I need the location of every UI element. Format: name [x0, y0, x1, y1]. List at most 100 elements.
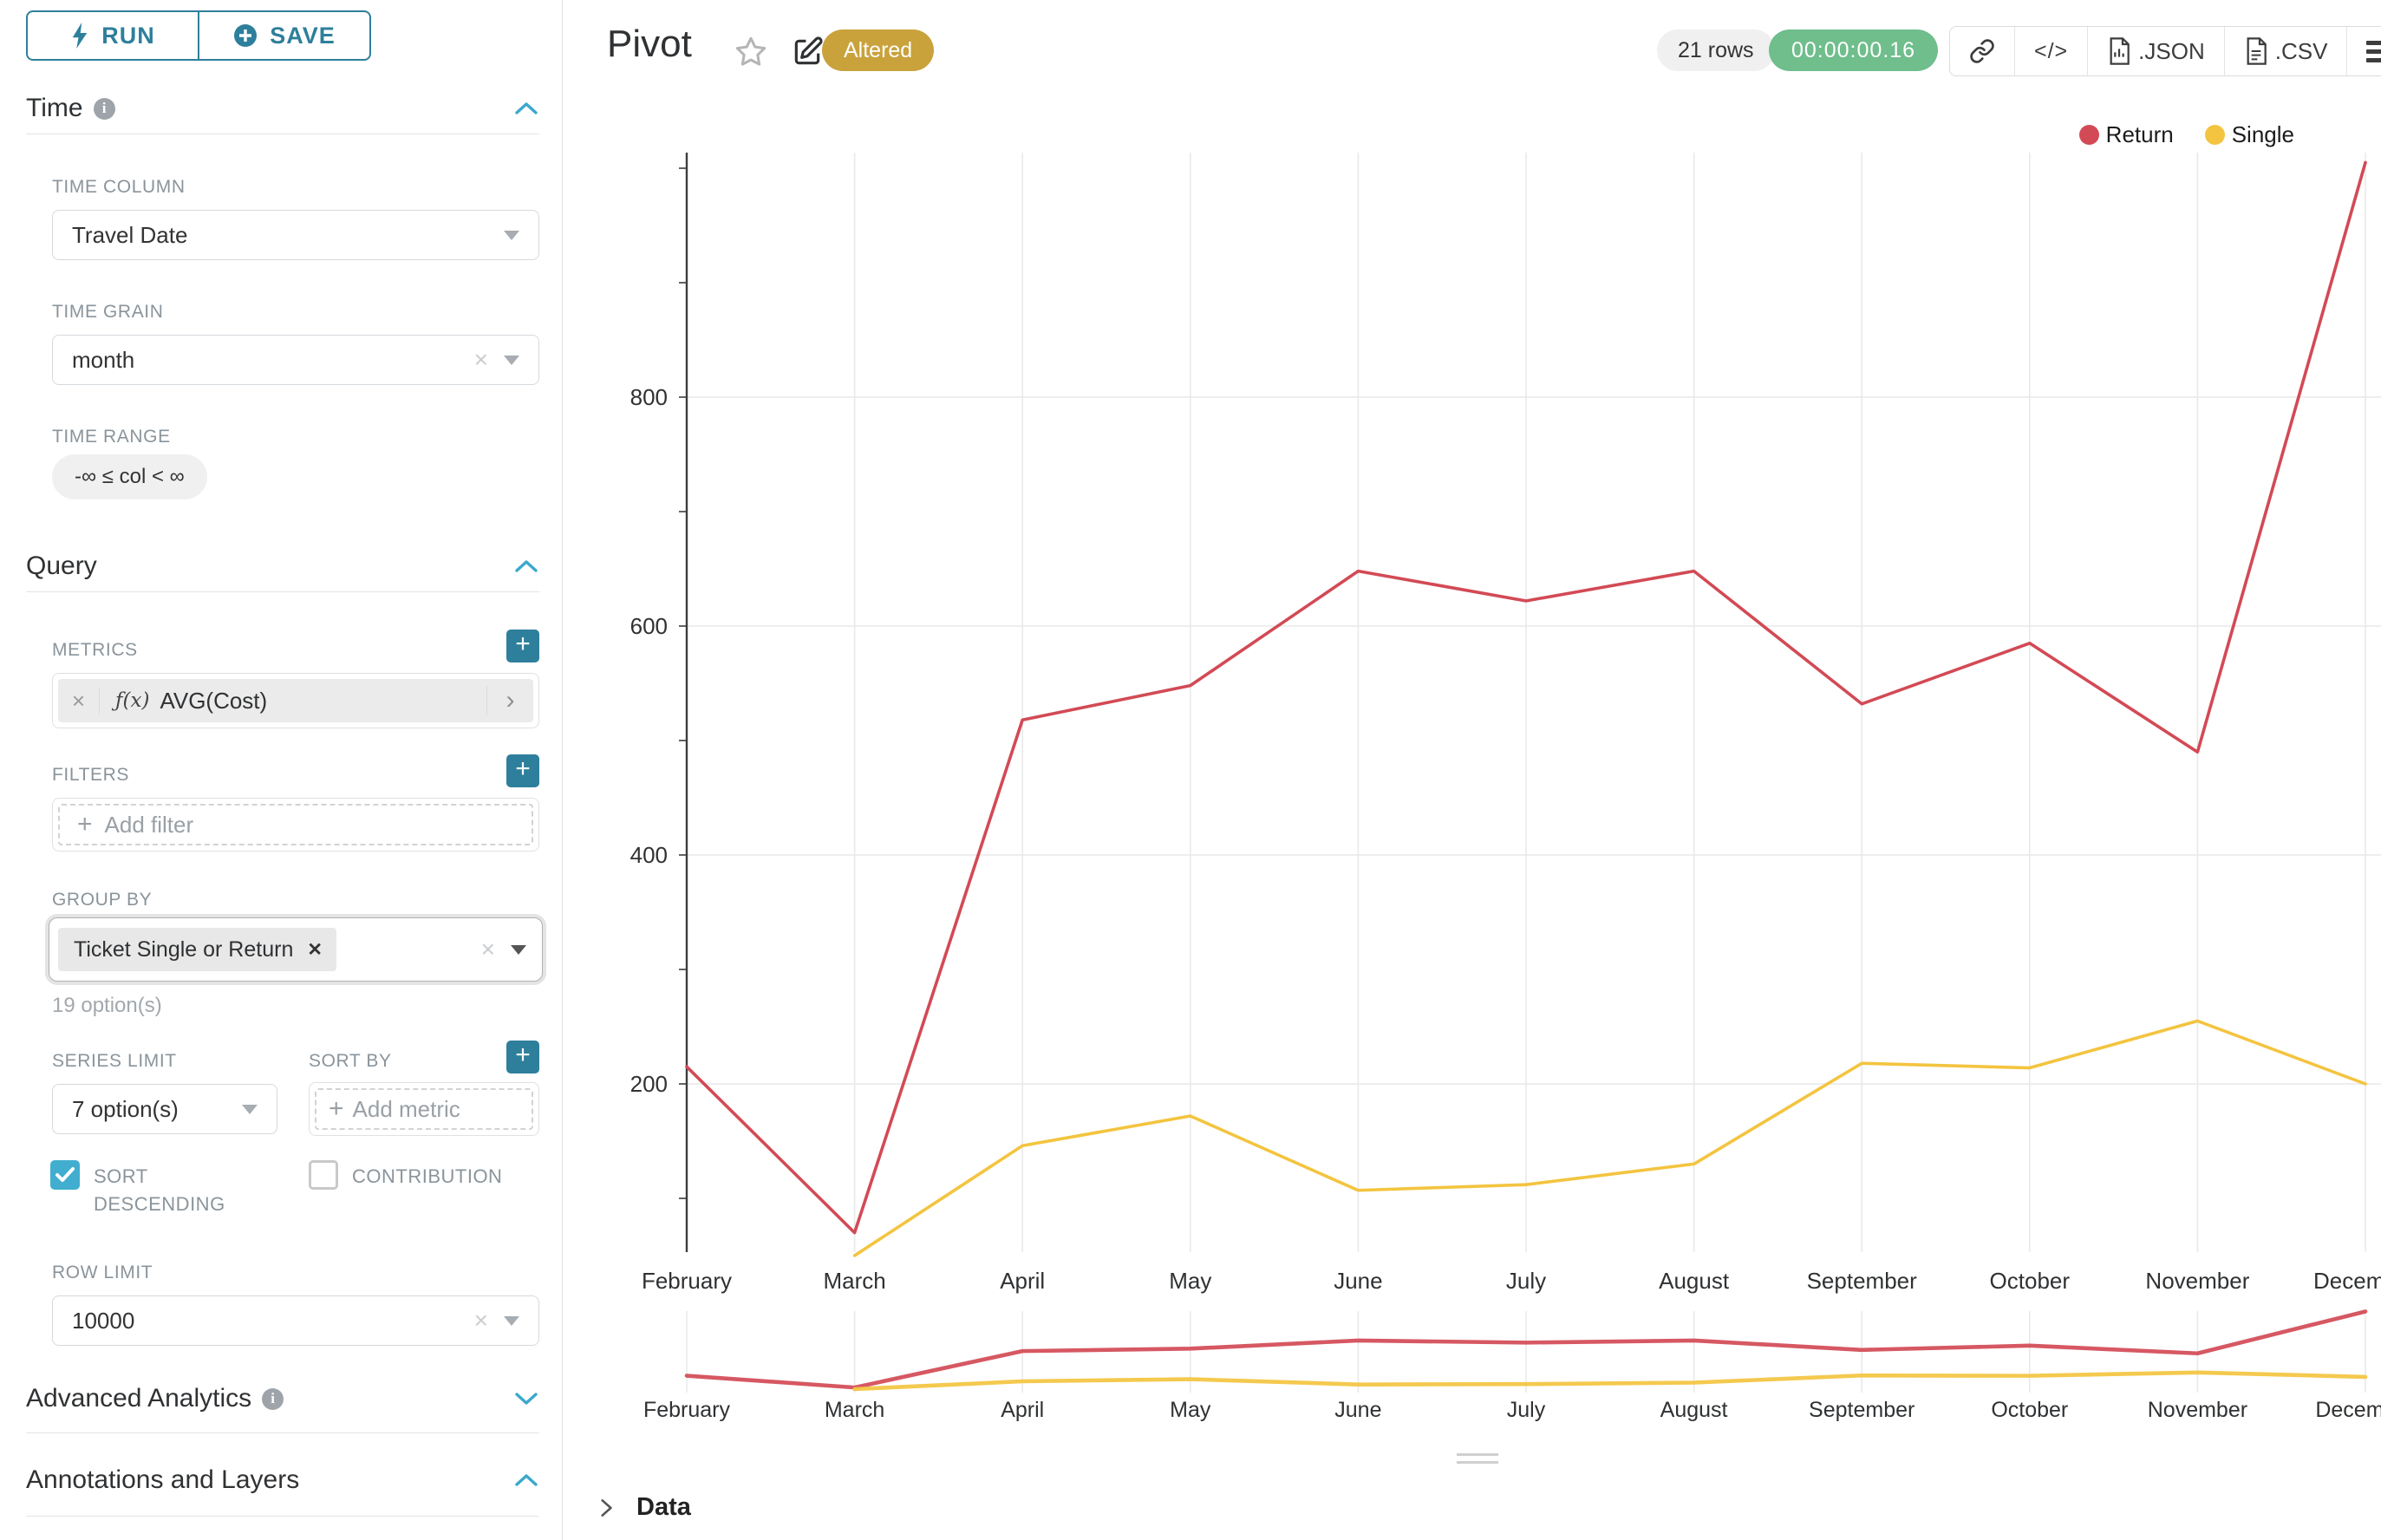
y-axis-tick-label: 400 [630, 842, 668, 868]
preview-x-label: November [2148, 1398, 2247, 1422]
tag-remove-icon[interactable]: ✕ [307, 939, 323, 960]
x-axis-label: February [642, 1268, 732, 1294]
sort-descending-control[interactable]: SORT DESCENDING [50, 1160, 267, 1218]
main-line-chart[interactable]: 200 400 600 800 February March April May June Jul… [630, 153, 2381, 1294]
plus-icon: + [77, 810, 93, 839]
series-limit-value: 7 option(s) [72, 1095, 179, 1122]
time-section-header[interactable]: Time i [26, 94, 539, 123]
row-count-pill: 21 rows [1657, 29, 1775, 71]
favorite-star-icon[interactable] [734, 35, 768, 69]
chevron-down-icon[interactable] [513, 1391, 539, 1406]
filters-label: FILTERS [52, 765, 129, 785]
advanced-analytics-title: Advanced Analytics [26, 1384, 252, 1413]
export-json-button[interactable]: .JSON [2087, 27, 2224, 75]
sort-descending-label: SORT DESCENDING [94, 1165, 225, 1215]
panel-divider[interactable] [562, 0, 563, 1540]
zoom-preview-strip[interactable]: February March April May June July August Septe… [643, 1309, 2381, 1422]
preview-x-label: October [1991, 1398, 2068, 1422]
chart-actions-toolbar: </> .JSON .CSV [1949, 26, 2381, 76]
metrics-box: × ƒ(x) AVG(Cost) › [52, 673, 539, 728]
query-timer-value: 00:00:00.16 [1791, 37, 1916, 62]
share-link-button[interactable] [1950, 27, 2014, 75]
resize-drag-handle[interactable] [1457, 1453, 1498, 1464]
more-menu-button[interactable] [2346, 27, 2381, 75]
preview-x-label: December [2315, 1398, 2381, 1422]
x-axis-label: October [1990, 1268, 2071, 1294]
return-line [685, 160, 2367, 1235]
preview-x-label: April [1001, 1398, 1044, 1422]
row-limit-select[interactable]: 10000 × [52, 1295, 539, 1346]
link-icon [1970, 39, 1994, 63]
chevron-up-icon[interactable] [513, 558, 539, 574]
time-column-value: Travel Date [72, 221, 188, 248]
x-axis-label: July [1506, 1268, 1546, 1294]
add-filter-button[interactable]: + [506, 754, 539, 787]
clear-icon[interactable]: × [473, 1307, 488, 1334]
y-axis-tick-label: 200 [630, 1071, 668, 1097]
add-sort-metric-dropzone[interactable]: + Add metric [315, 1088, 533, 1130]
fx-icon: ƒ(x) [115, 689, 150, 712]
time-grain-value: month [72, 346, 135, 373]
chevron-up-icon[interactable] [513, 1472, 539, 1488]
group-by-options-hint: 19 option(s) [52, 994, 162, 1017]
x-axis-label: March [823, 1268, 885, 1294]
contribution-control[interactable]: CONTRIBUTION [309, 1160, 502, 1191]
metric-expand-icon[interactable]: › [486, 686, 533, 715]
file-text-icon [2247, 37, 2267, 65]
embed-code-button[interactable]: </> [2014, 27, 2087, 75]
query-section-title: Query [26, 551, 97, 580]
legend-item-single[interactable]: Single [2204, 121, 2294, 148]
caret-down-icon [511, 944, 526, 955]
export-json-label: .JSON [2138, 37, 2205, 64]
annotations-layers-header[interactable]: Annotations and Layers [26, 1465, 539, 1495]
caret-down-icon [504, 1315, 519, 1326]
series-limit-select[interactable]: 7 option(s) [52, 1084, 277, 1134]
altered-badge[interactable]: Altered [822, 29, 935, 71]
add-metric-button[interactable]: + [506, 630, 539, 662]
clear-icon[interactable]: × [480, 936, 495, 962]
row-limit-value: 10000 [72, 1307, 135, 1334]
preview-x-label: February [643, 1398, 731, 1422]
info-icon: i [93, 97, 115, 120]
x-axis-label: September [1807, 1268, 1918, 1294]
check-icon [55, 1167, 75, 1182]
advanced-analytics-header[interactable]: Advanced Analytics i [26, 1384, 539, 1413]
y-axis-tick-label: 600 [630, 613, 668, 639]
time-column-label: TIME COLUMN [52, 177, 186, 197]
return-preview-line [684, 1309, 2368, 1390]
row-count-label: 21 rows [1678, 37, 1754, 62]
metric-pill[interactable]: × ƒ(x) AVG(Cost) › [58, 679, 533, 722]
add-filter-dropzone[interactable]: + Add filter [58, 804, 533, 845]
time-range-pill[interactable]: -∞ ≤ col < ∞ [52, 454, 207, 499]
export-csv-button[interactable]: .CSV [2223, 27, 2347, 75]
add-filter-placeholder: Add filter [104, 811, 194, 838]
group-by-tag: Ticket Single or Return ✕ [58, 928, 336, 971]
query-section-header[interactable]: Query [26, 551, 539, 581]
x-axis-label: December [2313, 1268, 2381, 1294]
run-button[interactable]: RUN [28, 12, 198, 59]
data-panel-toggle[interactable]: Data [595, 1493, 691, 1522]
group-by-select[interactable]: Ticket Single or Return ✕ × [49, 917, 543, 982]
chevron-up-icon[interactable] [513, 101, 539, 116]
plus-icon: + [329, 1094, 344, 1123]
add-sort-metric-button[interactable]: + [506, 1041, 539, 1073]
time-grain-select[interactable]: month × [52, 335, 539, 385]
contribution-checkbox[interactable] [309, 1160, 338, 1190]
altered-badge-label: Altered [844, 37, 913, 62]
clear-icon[interactable]: × [473, 346, 488, 373]
legend-label: Return [2105, 121, 2174, 147]
time-column-select[interactable]: Travel Date [52, 210, 539, 260]
edit-icon[interactable] [791, 36, 824, 69]
single-line [852, 1019, 2367, 1257]
save-button[interactable]: SAVE [198, 12, 369, 59]
time-range-value: -∞ ≤ col < ∞ [75, 465, 185, 488]
sort-descending-checkbox[interactable] [50, 1160, 80, 1190]
remove-metric-icon[interactable]: × [58, 687, 100, 715]
export-csv-label: .CSV [2274, 37, 2328, 64]
caret-down-icon [504, 355, 519, 365]
group-by-tag-label: Ticket Single or Return [74, 936, 294, 962]
filters-box: + Add filter [52, 798, 539, 852]
legend-item-return[interactable]: Return [2078, 121, 2174, 148]
sort-by-box: + Add metric [309, 1082, 539, 1136]
